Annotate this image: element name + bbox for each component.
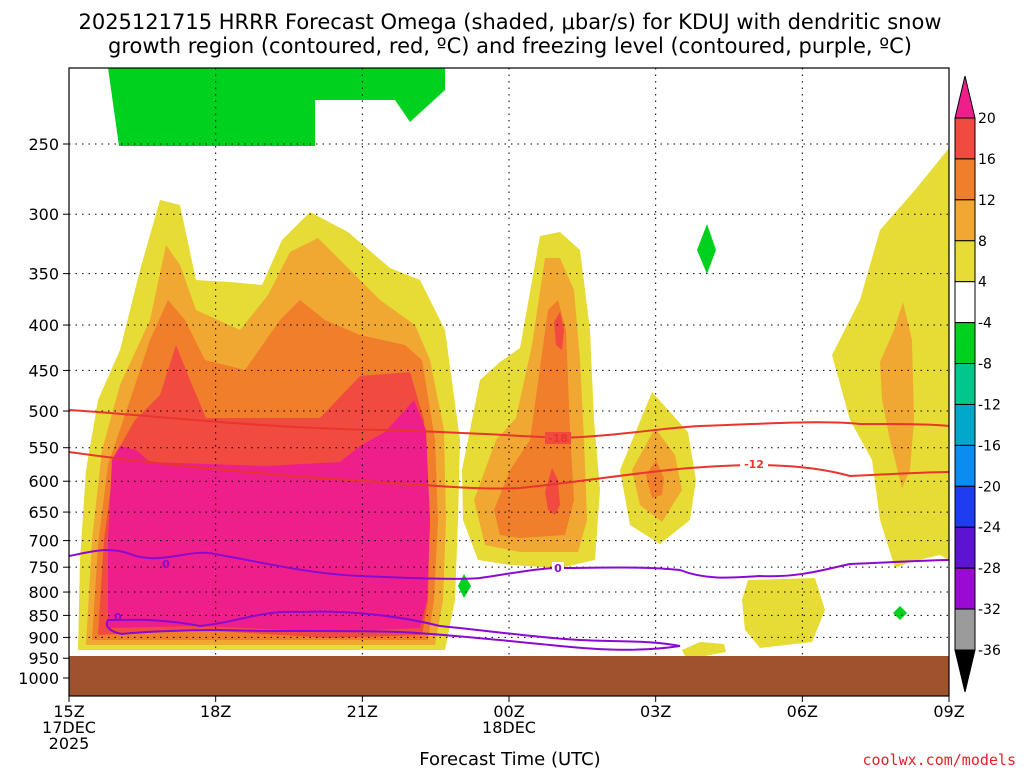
omega-region: [330, 68, 445, 122]
colorbar-segment: [954, 75, 976, 119]
colorbar: 20 16 12 8 4 -4 -8 -12 -16 -20 -24 -28 -32 -36: [954, 75, 1001, 693]
colorbar-segment: [954, 117, 976, 160]
contour-label-zero-lower: 0: [114, 611, 122, 624]
y-tick-label: 600: [28, 472, 59, 491]
y-tick-label: 850: [28, 606, 59, 625]
y-tick-label: 500: [28, 402, 59, 421]
colorbar-segment: [954, 485, 976, 528]
x-tick-label: 03Z: [640, 702, 671, 721]
colorbar-label: 4: [978, 275, 987, 291]
y-tick-label: 350: [28, 265, 59, 284]
y-tick-label: 1000: [18, 669, 59, 688]
contour-label-bg: [740, 458, 768, 470]
omega-region: [545, 468, 560, 515]
colorbar-segment: [954, 649, 976, 693]
credit-text: coolwx.com/models: [862, 751, 1016, 768]
colorbar-label: -32: [978, 602, 1001, 618]
colorbar-segment: [954, 403, 976, 446]
contour-label-bg: [545, 432, 571, 444]
colorbar-label: -16: [978, 438, 1001, 454]
x-tick-label: 18DEC: [482, 718, 536, 737]
x-tick-label: 09Z: [933, 702, 964, 721]
omega-region: [682, 642, 726, 656]
colorbar-label: 16: [978, 152, 996, 168]
colorbar-label: 20: [978, 111, 996, 127]
omega-region: [646, 460, 664, 498]
colorbar-label: -28: [978, 561, 1001, 577]
freezing-level-contour: [69, 549, 949, 580]
x-tick-label: 2025: [49, 734, 90, 753]
x-tick-label: 00Z: [493, 702, 524, 721]
colorbar-segment: [954, 526, 976, 569]
y-tick-label: 800: [28, 583, 59, 602]
contour-label-zero: 0: [554, 562, 562, 575]
omega-region: [458, 574, 471, 598]
y-tick-label: 250: [28, 135, 59, 154]
y-tick-label: 550: [28, 439, 59, 458]
y-tick-label: 450: [28, 361, 59, 380]
y-axis: 250 300 350 400 450 500 550 600 650 700 750 800 850 9…: [18, 135, 69, 688]
colorbar-label: -8: [978, 357, 992, 373]
x-axis-title: Forecast Time (UTC): [419, 749, 600, 768]
colorbar-segment: [954, 281, 976, 324]
omega-region: [108, 400, 430, 632]
x-tick-label: 18Z: [200, 702, 231, 721]
contour-label-minus12: -12: [744, 458, 764, 471]
contour-label-zero: 0: [162, 558, 170, 571]
colorbar-label: 8: [978, 234, 987, 250]
contour-lines: -18 -12 0 0 0: [69, 409, 949, 651]
omega-region: [554, 312, 564, 350]
colorbar-segment: [954, 444, 976, 487]
colorbar-segment: [954, 158, 976, 201]
x-tick-label: 06Z: [787, 702, 818, 721]
omega-region: [893, 606, 907, 620]
chart-title-line1: 2025121715 HRRR Forecast Omega (shaded, …: [78, 10, 941, 34]
y-tick-label: 400: [28, 316, 59, 335]
y-tick-label: 950: [28, 649, 59, 668]
colorbar-segment: [954, 567, 976, 610]
ground-below-surface: [69, 656, 949, 696]
colorbar-segment: [954, 608, 976, 651]
chart-title-line2: growth region (contoured, red, ºC) and f…: [108, 34, 912, 58]
x-tick-label: 21Z: [347, 702, 378, 721]
colorbar-label: -4: [978, 316, 992, 332]
y-tick-label: 650: [28, 503, 59, 522]
y-tick-label: 900: [28, 628, 59, 647]
omega-region: [108, 68, 330, 146]
contour-label-bg: [552, 562, 564, 574]
freezing-level-contour-lower: [105, 610, 681, 651]
colorbar-label: -20: [978, 479, 1001, 495]
y-tick-label: 300: [28, 205, 59, 224]
x-tick-label: 17DEC: [42, 718, 96, 737]
colorbar-segment: [954, 363, 976, 405]
gridlines: [69, 68, 949, 696]
omega-region: [880, 302, 914, 488]
y-tick-label: 750: [28, 558, 59, 577]
dgz-contour-minus18: [69, 409, 949, 440]
colorbar-segment: [954, 199, 976, 242]
omega-region: [697, 224, 716, 274]
omega-region: [742, 578, 825, 648]
colorbar-label: -12: [978, 397, 1001, 413]
dgz-contour-minus12: [69, 451, 949, 490]
contour-label-minus18: -18: [548, 432, 568, 445]
colorbar-segment: [954, 322, 976, 365]
colorbar-label: 12: [978, 193, 996, 209]
colorbar-label: -24: [978, 520, 1001, 536]
colorbar-segment: [954, 240, 976, 283]
colorbar-label: -36: [978, 643, 1001, 659]
x-tick-label: 15Z: [53, 702, 84, 721]
y-tick-label: 700: [28, 532, 59, 551]
